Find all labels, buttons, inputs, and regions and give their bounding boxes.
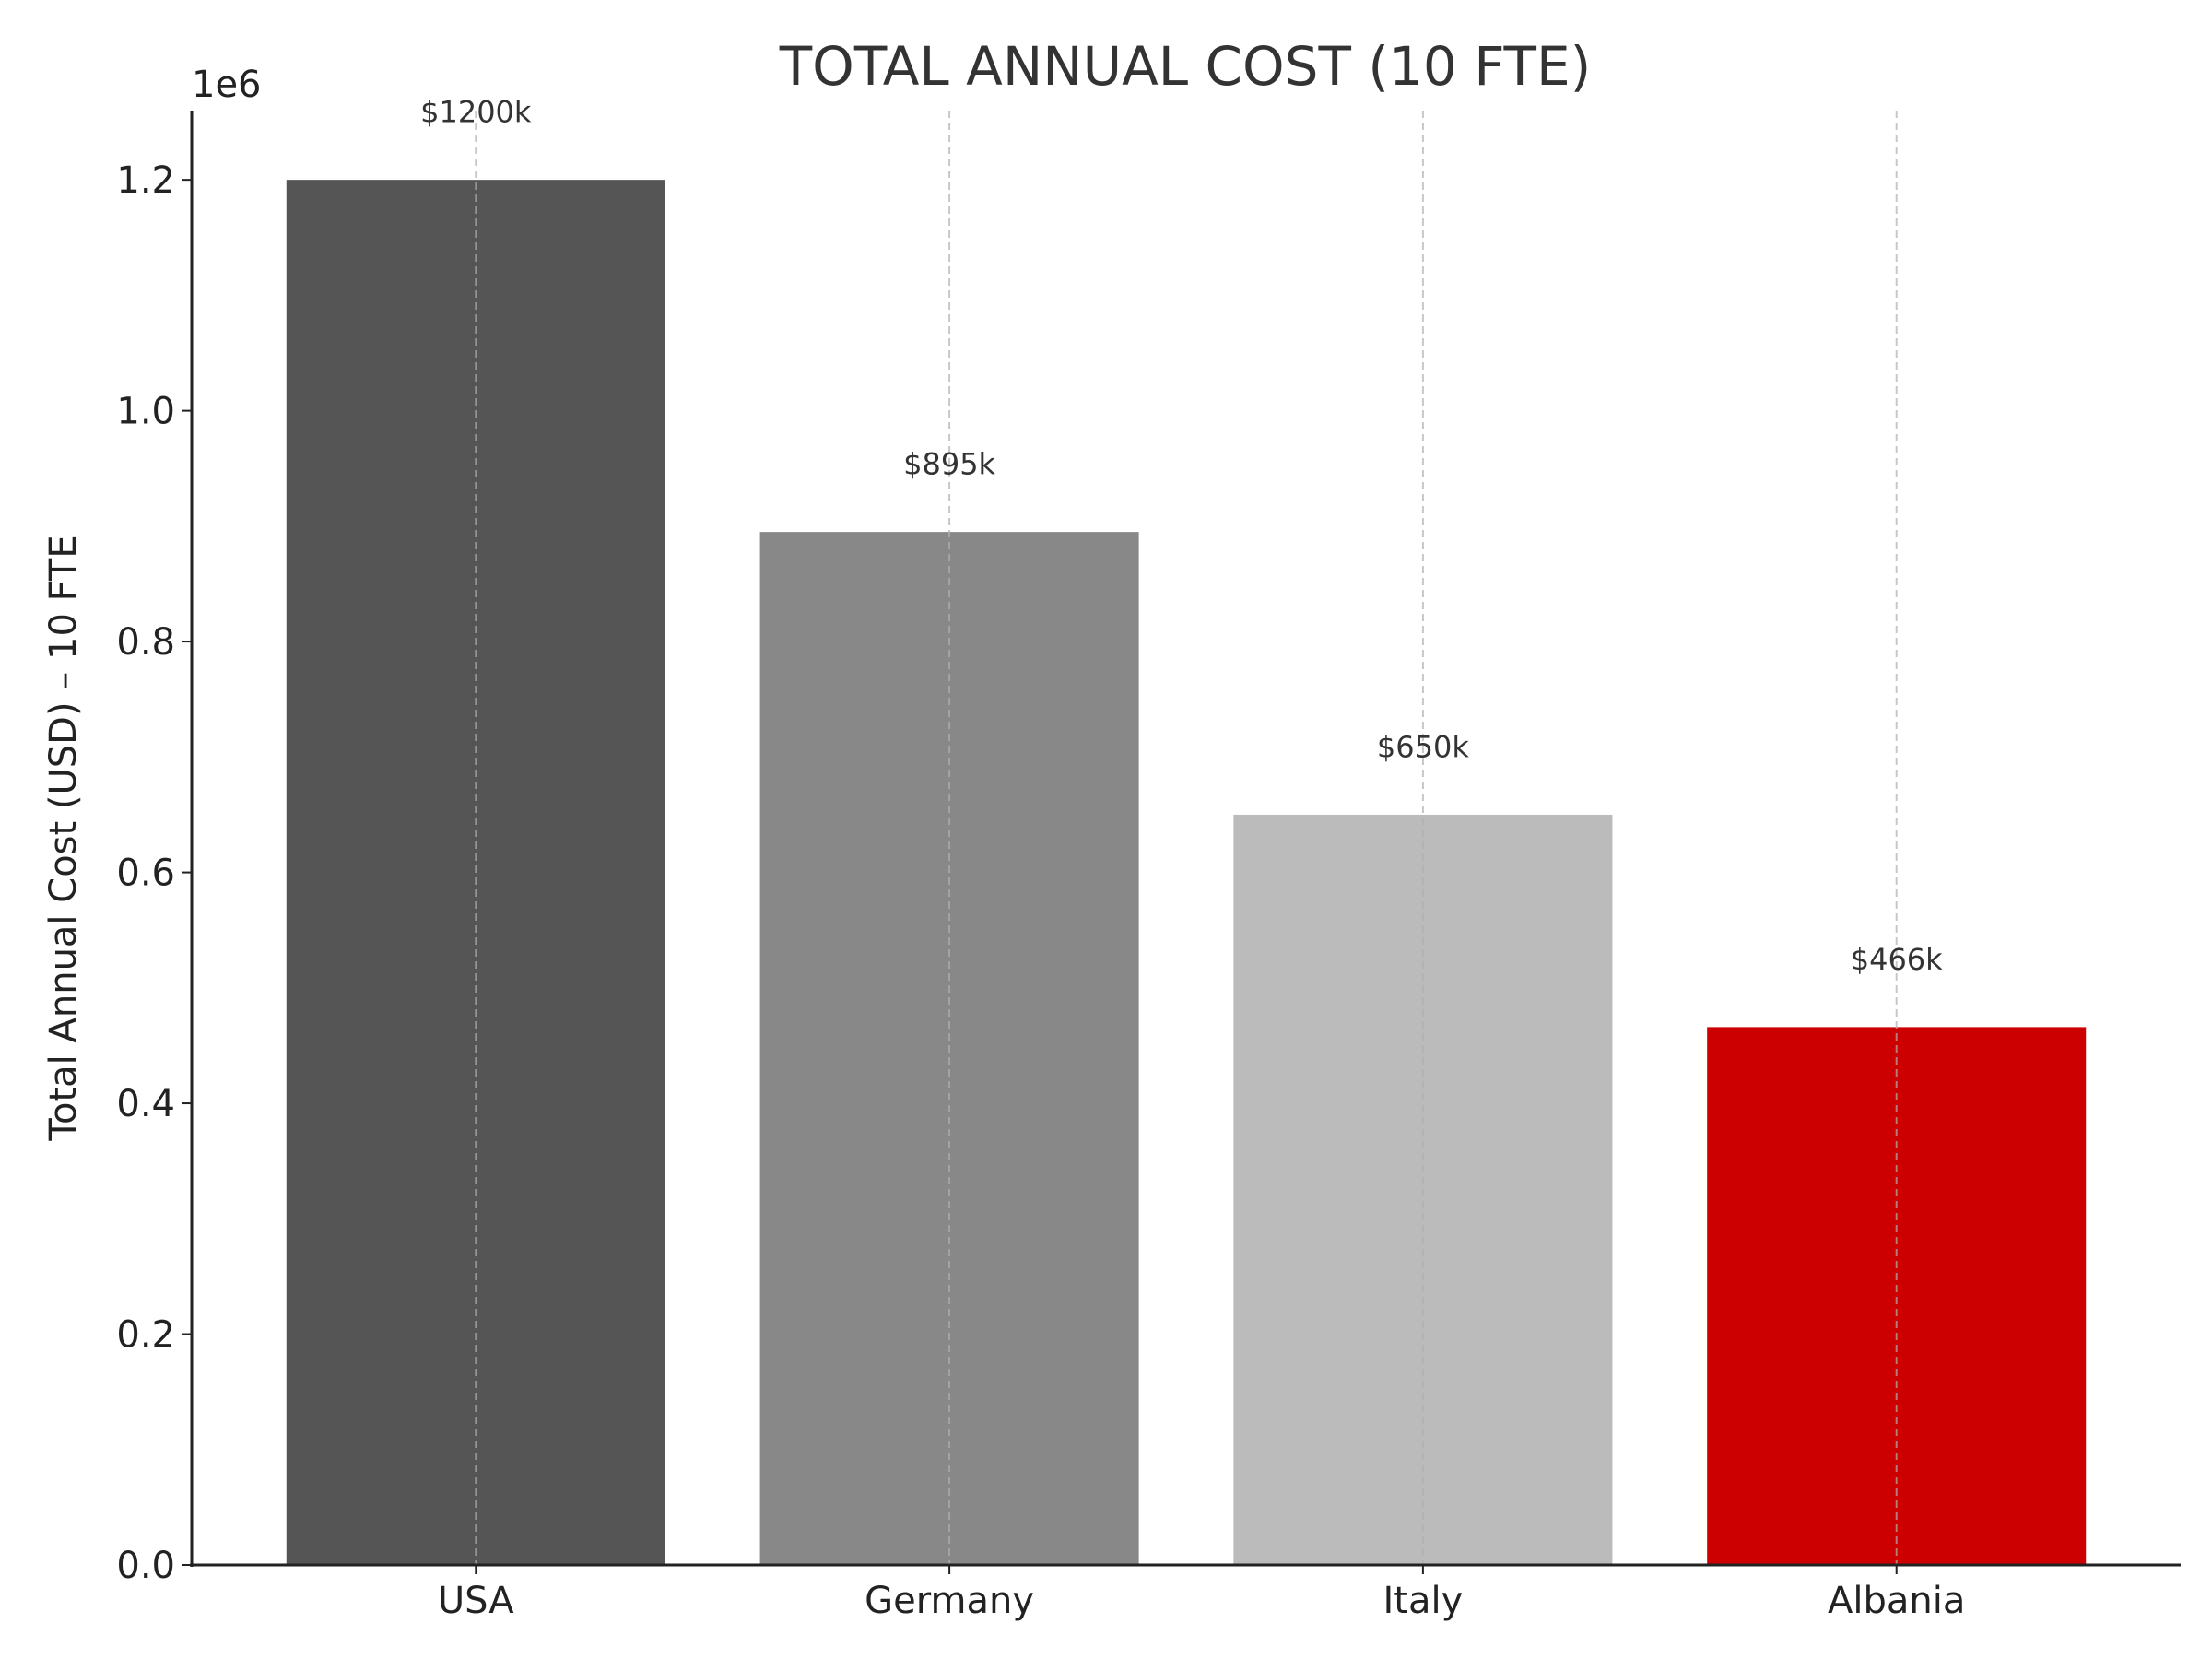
data-label: $1200k xyxy=(420,95,532,130)
data-label: $650k xyxy=(1377,729,1469,764)
data-label: $466k xyxy=(1851,942,1943,977)
chart-title: TOTAL ANNUAL COST (10 FTE) xyxy=(779,35,1592,98)
y-tick-label: 0.6 xyxy=(116,853,175,895)
x-tick-label: Albania xyxy=(1828,1580,1965,1622)
y-tick-label: 1.2 xyxy=(116,159,175,202)
y-axis-label: Total Annual Cost (USD) – 10 FTE xyxy=(42,535,85,1141)
x-tick-label: Germany xyxy=(865,1580,1034,1622)
y-tick-label: 1.0 xyxy=(116,391,175,433)
x-tick-label: Italy xyxy=(1383,1580,1464,1622)
data-label: $895k xyxy=(903,447,995,482)
y-tick-label: 0.4 xyxy=(116,1083,175,1125)
y-tick-label: 0.8 xyxy=(116,621,175,664)
x-tick-label: USA xyxy=(438,1580,514,1622)
bar-albania xyxy=(1707,1027,2087,1565)
y-tick-label: 0.0 xyxy=(116,1545,175,1587)
y-offset-label: 1e6 xyxy=(192,64,262,106)
y-tick-label: 0.2 xyxy=(116,1314,175,1357)
